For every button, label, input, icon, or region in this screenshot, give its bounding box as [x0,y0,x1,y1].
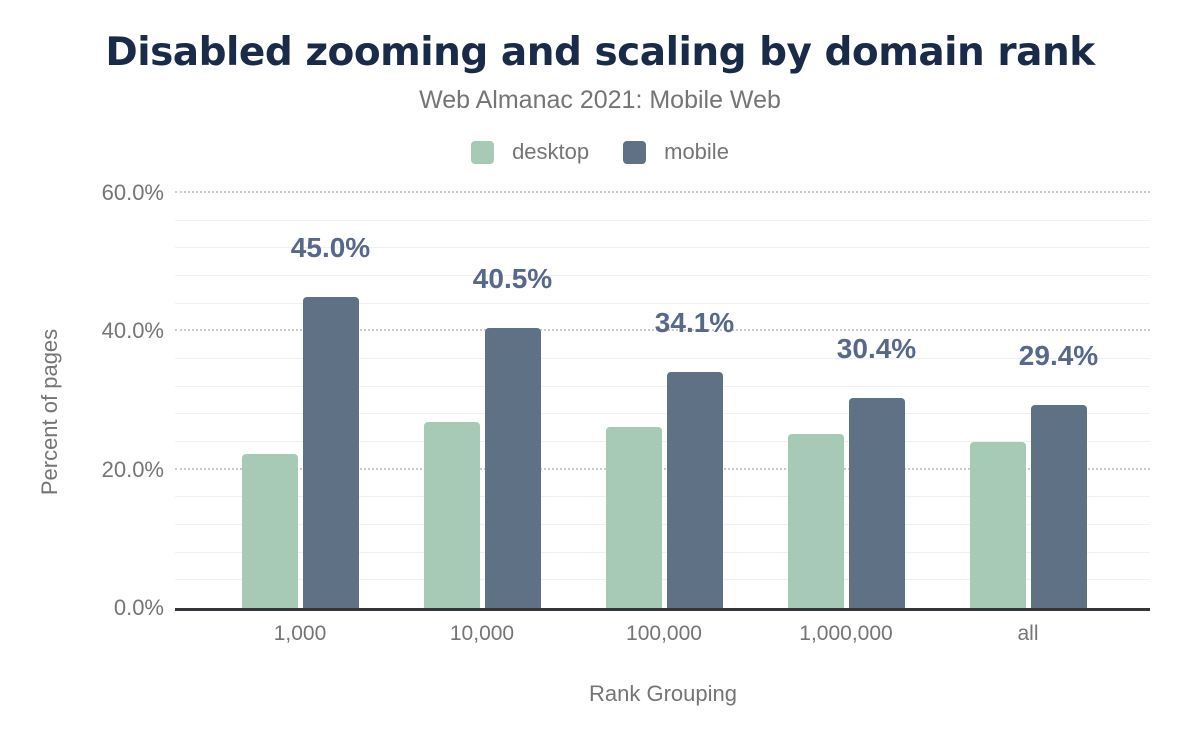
x-tick-label: 10,000 [449,622,515,645]
legend-label-mobile: mobile [664,139,729,164]
bar-desktop-10000[interactable] [423,422,480,608]
x-axis-line [175,608,1150,611]
bar-desktop-100000[interactable] [605,427,662,608]
minor-gridline [175,524,1150,525]
x-tick-label: 1,000 [273,622,327,645]
y-tick-label: 60.0% [101,180,164,205]
x-tick-label: 1,000,000 [799,622,893,645]
x-axis-title: Rank Grouping [589,681,737,706]
x-tick-label: 100,000 [626,622,702,645]
legend-item-mobile[interactable]: mobile [623,139,729,165]
legend-label-desktop: desktop [512,139,590,164]
major-gridline [175,467,1150,470]
bar-value-label: 29.4% [1018,340,1099,371]
minor-gridline [175,496,1150,498]
legend-item-desktop[interactable]: desktop [471,139,589,165]
bar-mobile-all[interactable] [1030,405,1087,608]
bar-value-label: 30.4% [836,333,917,364]
plot-area: 0.0% 20.0% 40.0% 60.0% 45.0% 1,000 40.5% 10,000… [102,181,1150,645]
x-tick-label: all [1017,622,1039,645]
bar-value-label: 40.5% [472,263,553,294]
y-tick-label: 0.0% [113,595,164,620]
minor-gridline [175,551,1150,553]
minor-gridline [175,385,1150,387]
legend: desktop mobile [0,139,1200,165]
minor-gridline [175,441,1150,442]
y-tick-label: 40.0% [101,318,164,344]
chart-title: Disabled zooming and scaling by domain r… [105,30,1095,75]
bar-mobile-10000[interactable] [484,328,541,608]
minor-gridline [175,579,1150,581]
bar-desktop-1000000[interactable] [787,434,844,608]
bar-value-label: 45.0% [290,232,371,263]
minor-gridline [175,358,1150,359]
minor-gridline [175,302,1150,304]
bar-desktop-all[interactable] [969,442,1026,608]
minor-gridline [175,413,1150,415]
bar-mobile-1000000[interactable] [848,398,905,608]
y-axis-title: Percent of pages [37,328,62,496]
bar-desktop-1000[interactable] [241,454,298,608]
mobile-color-swatch [623,140,647,164]
bar-mobile-100000[interactable] [666,372,723,608]
bar-value-label: 34.1% [654,307,735,338]
y-tick-label: 20.0% [101,456,164,482]
minor-gridline [175,219,1150,221]
major-gridline [175,329,1150,332]
minor-gridline [175,275,1150,276]
minor-gridline [175,247,1150,249]
bar-mobile-1000[interactable] [302,297,359,608]
chart-subtitle: Web Almanac 2021: Mobile Web [419,86,781,114]
major-gridline [175,191,1150,193]
desktop-color-swatch [471,140,495,164]
